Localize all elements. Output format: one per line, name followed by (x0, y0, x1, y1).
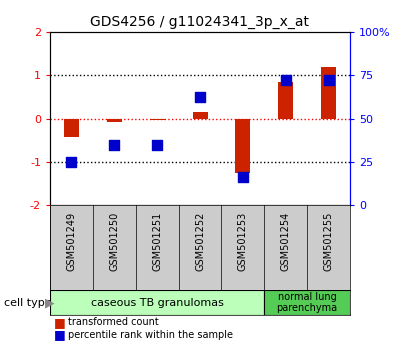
Point (154, 142, 160, 147)
Bar (192, 112, 208, 119)
Point (325, 77, 332, 82)
Point (68, 159, 75, 165)
Point (240, 174, 246, 180)
Point (282, 78, 289, 83)
Text: GSM501254: GSM501254 (281, 212, 291, 272)
Bar (278, 82, 293, 119)
Bar (150, 119, 165, 120)
Text: GSM501249: GSM501249 (66, 212, 76, 271)
Text: caseous TB granulomas: caseous TB granulomas (91, 298, 224, 308)
Text: transformed count: transformed count (68, 317, 159, 327)
Text: cell type: cell type (4, 298, 52, 308)
Text: GSM501250: GSM501250 (109, 212, 119, 272)
Text: normal lung
parenchyma: normal lung parenchyma (276, 292, 338, 314)
Bar (235, 119, 250, 173)
Text: percentile rank within the sample: percentile rank within the sample (68, 330, 233, 339)
Text: ■: ■ (54, 328, 66, 341)
Title: GDS4256 / g11024341_3p_x_at: GDS4256 / g11024341_3p_x_at (90, 16, 310, 29)
Text: ■: ■ (54, 316, 66, 329)
Bar (321, 67, 336, 119)
Bar (107, 119, 122, 122)
Text: GSM501253: GSM501253 (238, 212, 248, 272)
Bar (50, 290, 264, 315)
Text: GSM501255: GSM501255 (324, 212, 334, 272)
Text: ▶: ▶ (45, 296, 54, 309)
Bar (64, 119, 79, 137)
Bar (264, 290, 350, 315)
Text: GSM501251: GSM501251 (152, 212, 162, 272)
Text: GSM501252: GSM501252 (195, 212, 205, 272)
Point (197, 94, 203, 100)
Point (111, 142, 118, 147)
